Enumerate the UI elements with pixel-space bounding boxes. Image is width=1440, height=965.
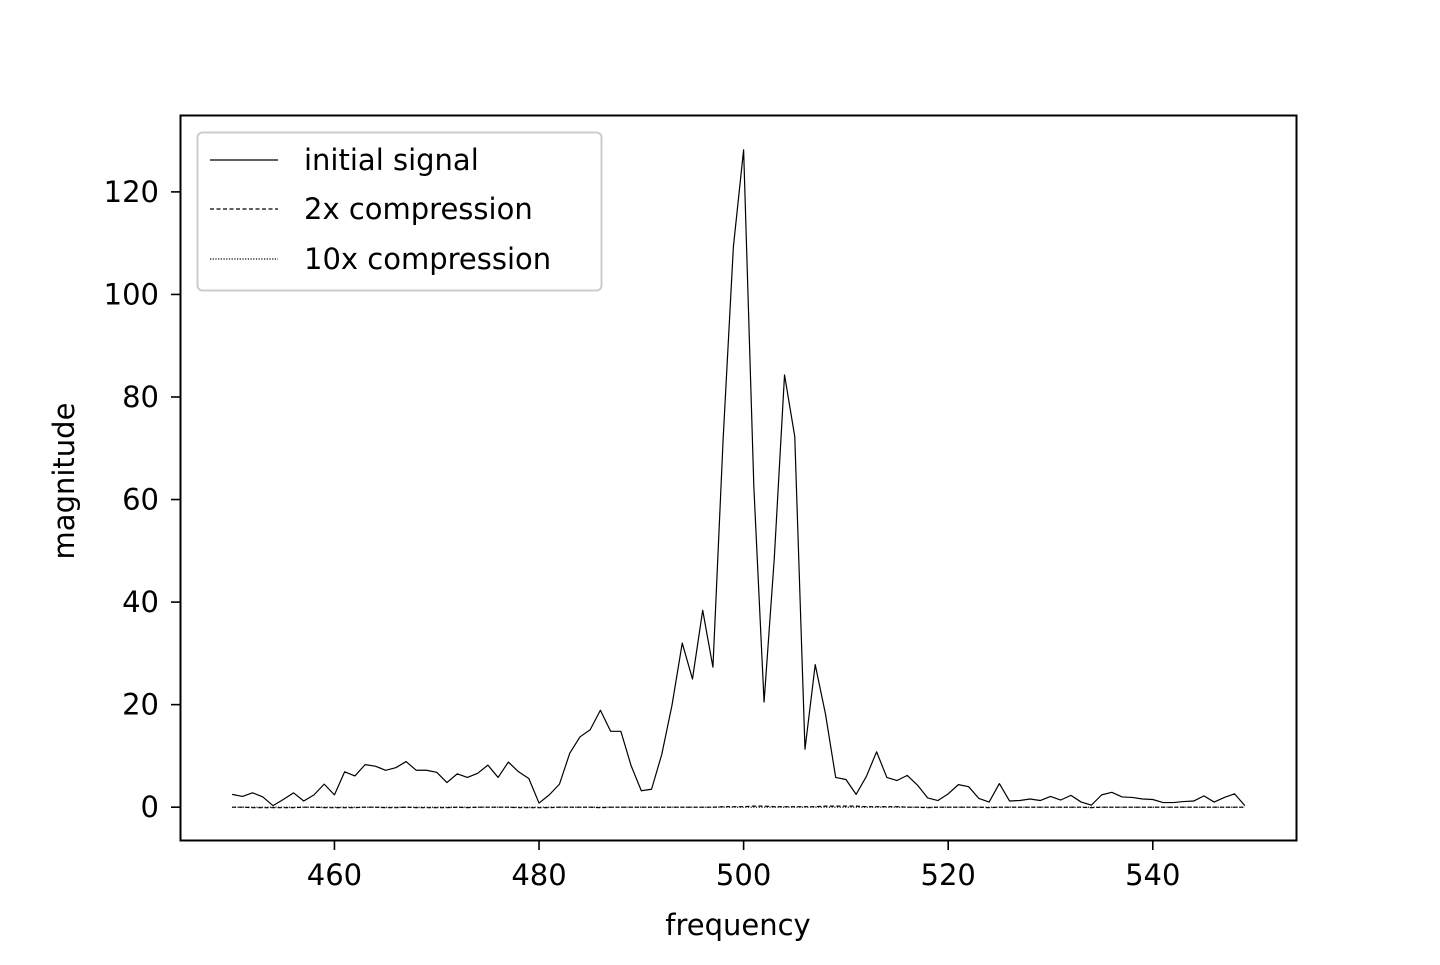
- x-tick-label: 520: [921, 858, 976, 892]
- legend-label-10x-compression: 10x compression: [304, 242, 551, 276]
- y-tick-label: 60: [122, 483, 159, 517]
- series-layer: [232, 149, 1246, 809]
- y-tick-label: 40: [122, 585, 159, 619]
- y-tick-label: 80: [122, 380, 159, 414]
- x-tick-label: 460: [307, 858, 362, 892]
- x-tick-label: 540: [1125, 858, 1180, 892]
- legend-label-initial-signal: initial signal: [304, 143, 479, 177]
- y-axis-label: magnitude: [47, 403, 81, 560]
- plot-area-frame: [179, 114, 1298, 842]
- legend-box: [196, 131, 603, 292]
- y-tick-label: 20: [122, 688, 159, 722]
- y-tick-label: 0: [141, 790, 159, 824]
- x-tick-label: 500: [716, 858, 771, 892]
- y-tick-label: 100: [104, 277, 159, 311]
- legend-label-2x-compression: 2x compression: [304, 192, 533, 226]
- x-axis-label: frequency: [665, 908, 810, 942]
- series-line-initial-signal: [232, 149, 1246, 807]
- y-tick-label: 120: [104, 175, 159, 209]
- x-axis-ticks: 460 480 500 520 540: [307, 840, 1180, 892]
- y-axis-ticks: 0 20 40 60 80 100 120: [104, 175, 181, 824]
- legend: initial signal 2x compression 10x compre…: [196, 131, 603, 292]
- x-tick-label: 480: [511, 858, 566, 892]
